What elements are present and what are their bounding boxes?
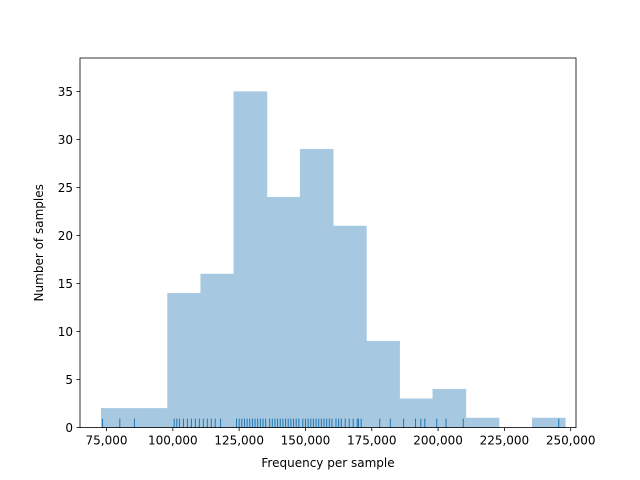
y-tick-label: 25 xyxy=(58,181,73,195)
histogram-bar xyxy=(399,398,434,428)
histogram-bar xyxy=(127,408,155,428)
y-tick-label: 15 xyxy=(58,277,73,291)
y-tick-label: 0 xyxy=(65,421,73,435)
histogram-bar xyxy=(299,148,334,428)
x-tick-label: 150,000 xyxy=(281,434,331,448)
y-tick-label: 10 xyxy=(58,325,73,339)
y-axis-label: Number of samples xyxy=(32,184,46,301)
histogram-bar xyxy=(531,417,566,428)
x-tick-label: 250,000 xyxy=(546,434,596,448)
histogram-bar xyxy=(200,273,235,428)
histogram-bar xyxy=(266,196,301,428)
x-tick-label: 100,000 xyxy=(148,434,198,448)
x-tick-label: 125,000 xyxy=(214,434,264,448)
rug-ticks xyxy=(102,418,560,428)
histogram-bar xyxy=(154,408,168,428)
x-tick-label: 75,000 xyxy=(86,434,128,448)
histogram-bar xyxy=(366,340,400,428)
histogram-bar xyxy=(100,408,128,428)
y-tick-label: 30 xyxy=(58,133,73,147)
y-axis-ticks: 0 5 10 15 20 25 30 35 xyxy=(58,85,80,435)
x-tick-label: 225,000 xyxy=(480,434,530,448)
x-axis-label: Frequency per sample xyxy=(261,456,394,470)
x-tick-label: 200,000 xyxy=(413,434,463,448)
y-tick-label: 5 xyxy=(65,373,73,387)
histogram-bar xyxy=(233,91,268,428)
histogram-bar xyxy=(333,225,367,428)
histogram-bar xyxy=(167,292,201,428)
histogram-bars xyxy=(100,91,566,428)
y-tick-label: 20 xyxy=(58,229,73,243)
plot-frame xyxy=(79,57,577,429)
y-tick-label: 35 xyxy=(58,85,73,99)
histogram-bar xyxy=(465,417,500,428)
histogram-bar xyxy=(432,388,467,428)
x-tick-label: 175,000 xyxy=(347,434,397,448)
x-axis-ticks: 75,000 100,000 125,000 150,000 175,000 200,00… xyxy=(86,427,596,448)
